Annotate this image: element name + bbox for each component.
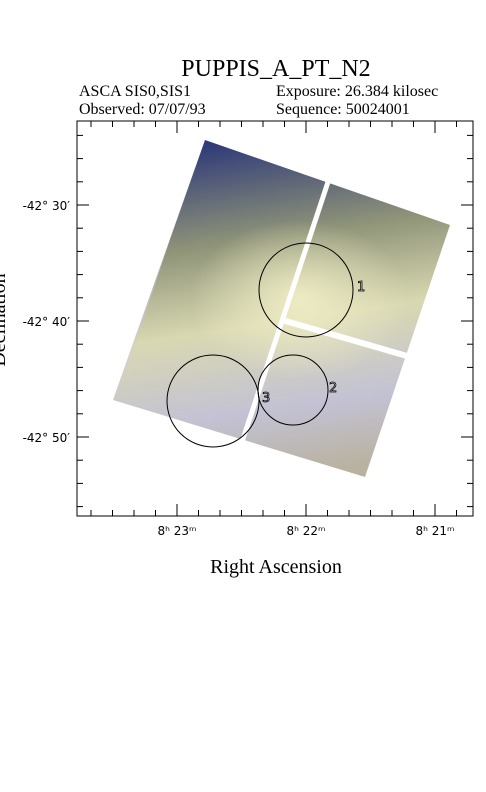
y-tick-label: -42° 30′	[23, 199, 71, 213]
region-label: 3	[262, 391, 270, 406]
plot-frame	[76, 120, 474, 517]
x-tick-label: 8ʰ 23ᵐ	[157, 524, 196, 538]
exposure-map-edge	[113, 140, 205, 400]
region-label: 2	[329, 381, 337, 396]
y-axis-label: Declination	[0, 273, 10, 366]
region-circle	[258, 242, 354, 338]
region-circle	[166, 354, 260, 448]
instrument: ASCA SIS0,SIS1	[79, 83, 191, 100]
region-label: 1	[357, 280, 365, 295]
chip-gap	[239, 181, 331, 443]
y-tick-label: -42° 40′	[23, 315, 71, 329]
image	[113, 140, 450, 477]
exposure: Exposure: 26.384 kilosec	[276, 83, 438, 100]
chip-gap	[281, 317, 408, 359]
x-tick-label: 8ʰ 21ᵐ	[415, 524, 454, 538]
title: PUPPIS_A_PT_N2	[181, 56, 370, 82]
observed: Observed: 07/07/93	[79, 101, 206, 118]
sequence: Sequence: 50024001	[276, 101, 410, 118]
x-axis-label: Right Ascension	[210, 556, 342, 578]
y-tick-label: -42° 50′	[23, 431, 71, 445]
x-tick-label: 8ʰ 22ᵐ	[286, 524, 325, 538]
